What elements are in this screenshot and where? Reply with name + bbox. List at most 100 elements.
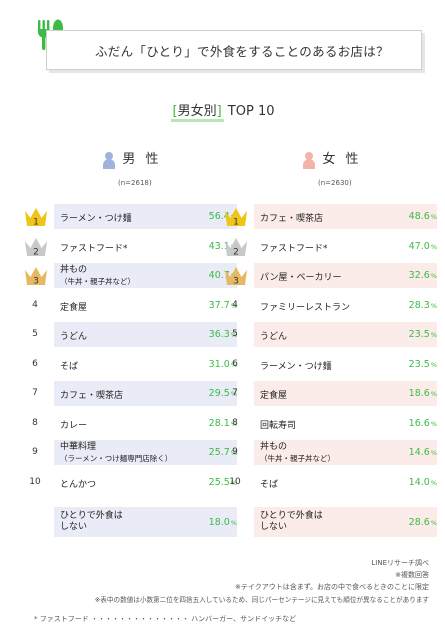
rounding-note: ※表中の数値は小数第二位を四捨五入しているため、同じパーセンテージに見えても順位… xyxy=(94,596,429,604)
rank-number: 9 xyxy=(232,447,238,457)
ranking-row: 6 ラーメン・つけ麺 23.5% xyxy=(222,352,437,377)
page-title: ふだん「ひとり」で外食をすることのあるお店は？ xyxy=(95,44,389,59)
ranking-row: 4 定食屋 37.7% xyxy=(22,293,237,318)
rank-number: 6 xyxy=(232,358,238,369)
item-label: カフェ・喫茶店 xyxy=(60,391,124,401)
percentage-value: 28.6% xyxy=(408,517,437,528)
ranking-bar xyxy=(254,507,437,537)
item-label: ラーメン・つけ麺 xyxy=(260,361,332,372)
item-label: うどん xyxy=(60,332,88,342)
ranking-row: 3 パン屋・ベーカリー 32.6% xyxy=(222,263,437,288)
ranking-row: 4 ファミリーレストラン 28.3% xyxy=(222,293,437,318)
percent-unit: % xyxy=(230,331,237,339)
rank-number: 2 xyxy=(233,247,239,257)
percentage-value: 32.6% xyxy=(408,270,437,281)
percent-unit: % xyxy=(430,242,437,251)
percent-unit: % xyxy=(230,301,237,310)
percentage-value: 29.5% xyxy=(208,388,237,399)
rank-number: 1 xyxy=(233,218,239,228)
percentage-value: 16.6% xyxy=(408,417,437,429)
percentage-value: 25.7% xyxy=(208,447,237,458)
female-heading: 女 性 xyxy=(232,148,432,169)
ranking-bar xyxy=(54,263,237,288)
rank-number: 5 xyxy=(232,329,238,339)
item-label: ひとりで外食は しない xyxy=(60,511,123,532)
rank-number: 3 xyxy=(33,277,39,287)
subtitle: [男女別] TOP 10 xyxy=(0,100,445,122)
percent-unit: % xyxy=(230,390,237,398)
item-sublabel: （牛丼・親子丼など） xyxy=(60,277,135,286)
female-heading-label: 女 性 xyxy=(322,152,362,167)
ranking-row: 6 そば 31.0% xyxy=(22,352,237,377)
item-label: カフェ・喫茶店 xyxy=(260,214,324,224)
subtitle-rest: TOP 10 xyxy=(223,104,275,119)
percent-unit: % xyxy=(230,478,237,487)
item-label: 定食屋 xyxy=(60,302,88,313)
percent-unit: % xyxy=(430,449,437,457)
item-label: 丼もの （牛丼・親子丼など） xyxy=(260,442,335,463)
item-label: 定食屋 xyxy=(260,391,288,401)
rank-number: 8 xyxy=(32,417,38,428)
percent-unit: % xyxy=(230,519,237,527)
rank-2-crown-icon: 2 xyxy=(25,237,47,257)
item-label: とんかつ xyxy=(60,479,97,490)
no-solo-dining-row: ひとりで外食は しない 18.0% xyxy=(22,507,237,537)
ranking-bar xyxy=(254,263,437,288)
ranking-row: 5 うどん 36.3% xyxy=(22,322,237,347)
rank-number: 10 xyxy=(29,476,41,487)
percentage-value: 14.0% xyxy=(408,476,437,488)
subtitle-highlight: [男女別] xyxy=(170,104,224,122)
item-label: ひとりで外食は しない xyxy=(260,511,323,532)
percent-unit: % xyxy=(430,419,437,428)
percent-unit: % xyxy=(230,360,237,369)
rank-number: 7 xyxy=(232,388,238,398)
ranking-bar xyxy=(54,204,237,229)
ranking-bar xyxy=(254,204,437,229)
female-person-icon xyxy=(303,151,316,169)
percent-unit: % xyxy=(430,331,437,339)
ranking-row: 7 カフェ・喫茶店 29.5% xyxy=(22,381,237,406)
percentage-value: 36.3% xyxy=(208,329,237,340)
percent-unit: % xyxy=(430,360,437,369)
item-label: パン屋・ベーカリー xyxy=(260,273,342,283)
subtitle-bracket-close: ] xyxy=(216,104,222,119)
percent-unit: % xyxy=(430,478,437,487)
rank-1-crown-icon: 1 xyxy=(225,208,247,228)
ranking-bar xyxy=(254,322,437,347)
ranking-row: 1 カフェ・喫茶店 48.6% xyxy=(222,204,437,229)
percentage-value: 23.5% xyxy=(408,358,437,370)
item-label: ファストフード* xyxy=(260,243,328,254)
ranking-row: 10 とんかつ 25.5% xyxy=(22,470,237,495)
ranking-bar xyxy=(54,322,237,347)
subtitle-bracket-open: [ xyxy=(172,104,178,119)
ranking-row: 8 カレー 28.1% xyxy=(22,411,237,436)
fastfood-footnote: * ファストフード ・・・・・・・・・・・・・・ ハンバーガー、サンドイッチなど xyxy=(34,615,297,623)
item-label: そば xyxy=(260,479,279,490)
no-solo-dining-row: ひとりで外食は しない 28.6% xyxy=(222,507,437,537)
percentage-value: 18.0% xyxy=(208,517,237,528)
item-label: ファミリーレストラン xyxy=(260,302,351,313)
rank-3-crown-icon: 3 xyxy=(225,267,247,287)
ranking-row: 5 うどん 23.5% xyxy=(222,322,437,347)
item-sublabel: （牛丼・親子丼など） xyxy=(260,454,335,463)
female-sample-size: (n=2630) xyxy=(318,179,352,187)
item-label: ラーメン・つけ麺 xyxy=(60,214,132,224)
title-box: ふだん「ひとり」で外食をすることのあるお店は？ xyxy=(46,30,422,70)
ranking-row: 9 丼もの （牛丼・親子丼など） 14.6% xyxy=(222,440,437,465)
ranking-bar xyxy=(54,507,237,537)
item-label: ファストフード* xyxy=(60,243,128,254)
rank-number: 10 xyxy=(229,476,241,487)
male-heading: 男 性 xyxy=(32,148,232,169)
rank-number: 6 xyxy=(32,358,38,369)
percent-unit: % xyxy=(430,390,437,398)
takeout-note: ※テイクアウトは含まず。お店の中で食べるときのことに限定 xyxy=(234,583,429,591)
percent-unit: % xyxy=(430,272,437,280)
source-note: LINEリサーチ調べ xyxy=(371,559,429,567)
percentage-value: 18.6% xyxy=(408,388,437,399)
percentage-value: 48.6% xyxy=(408,211,437,222)
percent-unit: % xyxy=(430,301,437,310)
percentage-value: 14.6% xyxy=(408,447,437,458)
percentage-value: 37.7% xyxy=(208,299,237,311)
